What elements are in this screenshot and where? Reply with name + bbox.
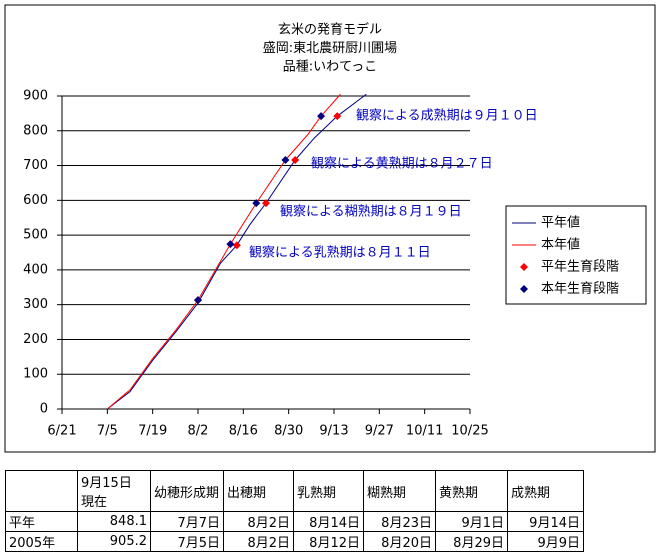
point [281,155,290,164]
y-tick-label: 600 [23,193,48,208]
table-row: 9月15日 現在 幼穂形成期 出穂期 乳熟期 糊熟期 黄熟期 成熟期 [5,470,584,512]
table-row: 2005年 905.2 7月5日 8月2日 8月12日 8月20日 8月29日 9月9日 [5,531,584,552]
table-cell: 出穂期 [223,470,294,512]
table-cell: 8月14日 [293,511,364,532]
annotation: 観察による成熟期は９月１０日 [356,108,538,124]
table-cell: 8月12日 [293,531,364,552]
chart-title: 玄米の発育モデル [278,22,382,38]
annotation: 観察による黄熟期は８月２７日 [311,156,493,172]
y-tick-label: 900 [23,89,48,104]
x-tick-label: 6/21 [47,424,76,439]
point [226,240,235,249]
legend-label: 本年生育段階 [541,281,619,297]
legend-label: 本年値 [541,237,580,253]
y-tick-label: 500 [23,228,48,243]
point [317,112,326,121]
table-cell: 2005年 [5,531,78,552]
table-cell: 848.1 [77,511,151,532]
annotation: 観察による乳熟期は８月１１日 [249,245,431,261]
x-tick-label: 7/5 [97,424,118,439]
point [333,112,342,121]
table-cell: 7月5日 [150,531,224,552]
x-tick-label: 9/13 [319,424,348,439]
table-cell [5,470,78,512]
table-cell: 8月29日 [435,531,508,552]
table-cell: 905.2 [77,531,151,552]
y-tick-label: 800 [23,123,48,138]
table-cell: 7月7日 [150,511,224,532]
legend-swatch [520,285,528,293]
point [291,155,300,164]
point [262,199,270,208]
table-cell: 成熟期 [507,470,584,512]
table-cell: 8月2日 [223,531,294,552]
y-tick-label: 400 [23,262,48,277]
table-cell: 8月23日 [363,511,436,532]
x-tick-label: 8/2 [188,424,209,439]
y-tick-label: 700 [23,158,48,173]
x-tick-label: 10/25 [451,424,488,439]
x-tick-label: 8/16 [229,424,258,439]
data-table: 9月15日 現在 幼穂形成期 出穂期 乳熟期 糊熟期 黄熟期 成熟期 平年 848.1 7月7日 8… [5,470,584,552]
point [232,241,241,250]
x-tick-label: 9/27 [365,424,394,439]
annotation: 観察による糊熟期は８月１９日 [280,204,462,220]
legend-label: 平年生育段階 [541,259,619,275]
table-cell: 9月15日 現在 [77,470,151,512]
table-cell: 平年 [5,511,78,532]
legend-box [505,205,647,305]
table-cell: 幼穂形成期 [150,470,224,512]
table-cell: 8月2日 [223,511,294,532]
table-cell: 9月14日 [507,511,584,532]
table-cell: 8月20日 [363,531,436,552]
legend-swatch [520,263,528,271]
point [252,199,261,208]
table-cell: 黄熟期 [435,470,508,512]
x-tick-label: 8/30 [274,424,303,439]
table-cell: 乳熟期 [293,470,364,512]
y-tick-label: 200 [23,332,48,347]
legend-label: 平年値 [541,215,580,231]
x-tick-label: 10/11 [406,424,443,439]
chart-title: 品種:いわてっこ [283,59,378,75]
x-tick-label: 7/19 [138,424,167,439]
point [194,296,202,305]
y-tick-label: 100 [23,367,48,382]
table-cell: 9月1日 [435,511,508,532]
table-cell: 糊熟期 [363,470,436,512]
y-tick-label: 0 [40,402,48,417]
chart-title: 盛岡:東北農研厨川圃場 [263,40,397,56]
table-cell: 9月9日 [507,531,584,552]
y-tick-label: 300 [23,297,48,312]
table-row: 平年 848.1 7月7日 8月2日 8月14日 8月23日 9月1日 9月14日 [5,511,584,532]
